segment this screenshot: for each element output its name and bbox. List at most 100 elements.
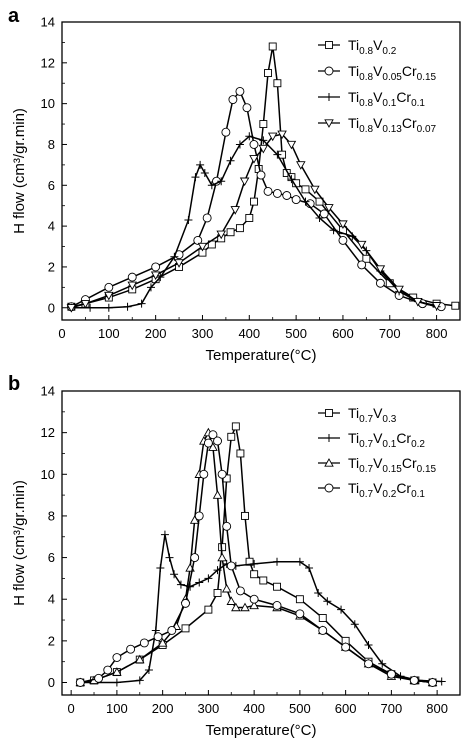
- legend-item: Ti0.7V0.15Cr0.15: [318, 455, 437, 475]
- panel-label: a: [8, 5, 20, 27]
- data-point: [208, 430, 218, 440]
- series-line: [71, 133, 437, 309]
- data-point: [364, 659, 373, 669]
- x-axis-title: Temperature(°C): [205, 722, 316, 739]
- data-point: [249, 140, 259, 149]
- legend-item: Ti0.7V0.1Cr0.2: [318, 430, 425, 450]
- data-point: [235, 586, 245, 596]
- data-point: [200, 169, 209, 178]
- y-tick-label: 4: [48, 592, 55, 607]
- legend-item: Ti0.8V0.1Cr0.1: [318, 89, 425, 109]
- data-point: [235, 86, 245, 96]
- legend-marker: [324, 458, 334, 467]
- data-point: [250, 570, 259, 579]
- data-point: [157, 638, 168, 647]
- data-point: [86, 303, 95, 312]
- data-point: [216, 230, 226, 240]
- data-point: [104, 303, 113, 312]
- data-point: [241, 511, 249, 520]
- legend-item: Ti0.8V0.13Cr0.07: [318, 115, 437, 135]
- data-point: [226, 228, 235, 237]
- x-tick-label: 400: [243, 701, 265, 716]
- data-point: [256, 170, 266, 180]
- data-point: [213, 566, 222, 575]
- data-point: [127, 272, 137, 282]
- y-tick-label: 0: [48, 675, 55, 690]
- y-tick-label: 0: [48, 300, 55, 315]
- data-point: [245, 132, 254, 141]
- data-point: [137, 299, 146, 308]
- data-point: [176, 580, 185, 589]
- data-point: [151, 262, 161, 272]
- data-point: [295, 557, 304, 566]
- data-point: [273, 557, 282, 566]
- legend-label: Ti0.8V0.05Cr0.15: [348, 63, 437, 83]
- data-point: [245, 557, 254, 566]
- data-point: [242, 103, 252, 113]
- data-point: [213, 589, 222, 597]
- chart-b-svg: b 0 100 200 300 400 500 600 700 800 0 2 4 6 8 10 12 14 Tem…: [8, 373, 461, 739]
- data-point: [318, 626, 328, 635]
- data-point: [291, 195, 301, 205]
- data-point: [167, 626, 177, 635]
- data-point: [375, 265, 386, 274]
- data-point: [150, 271, 161, 281]
- y-tick-label: 2: [48, 259, 55, 274]
- data-point: [323, 597, 332, 606]
- data-point: [356, 240, 367, 250]
- x-tick-label: 800: [426, 326, 448, 341]
- data-point: [273, 150, 282, 159]
- legend-item: Ti0.8V0.05Cr0.15: [318, 63, 437, 83]
- y-tick-label: 12: [41, 425, 55, 440]
- data-point: [258, 144, 269, 154]
- data-point: [259, 136, 268, 145]
- data-point: [350, 620, 359, 629]
- x-tick-label: 200: [145, 326, 167, 341]
- data-point: [249, 594, 259, 604]
- data-point: [190, 553, 200, 563]
- data-point: [231, 422, 240, 431]
- y-axis-title: H flow (cm³/gr.min): [11, 108, 28, 234]
- data-point: [329, 226, 338, 235]
- data-point: [310, 185, 320, 195]
- x-tick-label: 500: [285, 326, 307, 341]
- data-point: [212, 490, 223, 499]
- data-point: [249, 600, 259, 610]
- data-point: [126, 644, 136, 654]
- data-point: [338, 235, 348, 245]
- data-point: [199, 469, 209, 479]
- x-tick-label: 600: [335, 701, 357, 716]
- data-point: [315, 197, 324, 206]
- data-point: [286, 140, 297, 150]
- plot-frame: [61, 390, 461, 696]
- legend-item: Ti0.7V0.3: [318, 405, 397, 425]
- chart-panel-a: a 0 100 200 300 400 500 600 700 800 0 2 4 6 8 10 12 14 Tem…: [8, 5, 461, 364]
- y-tick-label: 14: [41, 15, 55, 30]
- legend-marker: [324, 66, 334, 76]
- data-point: [272, 601, 282, 610]
- data-point: [104, 282, 114, 292]
- data-point: [301, 185, 310, 194]
- data-point: [437, 677, 446, 686]
- data-point: [338, 220, 348, 229]
- data-point: [235, 140, 244, 149]
- y-tick-label: 4: [48, 219, 55, 234]
- data-point: [394, 285, 404, 295]
- data-point: [341, 642, 351, 652]
- data-point: [245, 213, 254, 222]
- data-point: [221, 127, 231, 137]
- series-line: [80, 534, 442, 684]
- y-tick-label: 6: [48, 178, 55, 193]
- data-point: [196, 160, 205, 169]
- data-point: [226, 596, 237, 605]
- data-point: [174, 259, 184, 268]
- data-point: [226, 156, 235, 165]
- legend-item: Ti0.7V0.2Cr0.1: [318, 480, 425, 500]
- data-point: [156, 273, 165, 282]
- legend-marker: [325, 93, 333, 101]
- data-point: [123, 302, 132, 311]
- series-3: [66, 130, 442, 313]
- data-point: [235, 224, 244, 233]
- legend: Ti0.7V0.3 Ti0.7V0.1Cr0.2 Ti0.7V0.15Cr0.15 T…: [318, 405, 437, 500]
- data-point: [184, 215, 193, 224]
